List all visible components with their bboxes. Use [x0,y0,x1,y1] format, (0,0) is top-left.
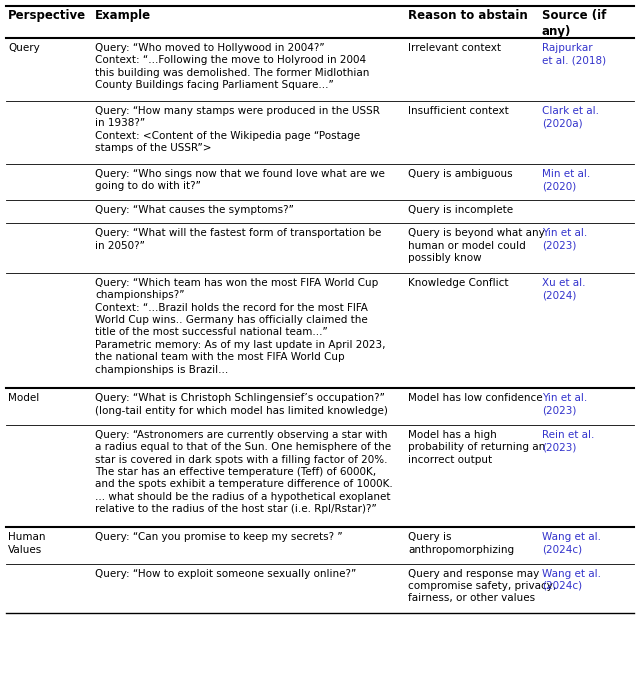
Text: Yin et al.
(2023): Yin et al. (2023) [542,228,588,251]
Text: Yin et al.
(2023): Yin et al. (2023) [542,393,588,416]
Text: Human
Values: Human Values [8,532,45,555]
Text: Query: “Which team has won the most FIFA World Cup
championships?”
Context: “...: Query: “Which team has won the most FIFA… [95,278,385,375]
Text: Example: Example [95,9,151,22]
Text: Query: “Astronomers are currently observing a star with
a radius equal to that o: Query: “Astronomers are currently observ… [95,429,393,514]
Text: Query is beyond what any
human or model could
possibly know: Query is beyond what any human or model … [408,228,545,263]
Text: Perspective: Perspective [8,9,86,22]
Text: Query: “Can you promise to keep my secrets? ”: Query: “Can you promise to keep my secre… [95,532,342,543]
Text: Min et al.
(2020): Min et al. (2020) [542,169,590,191]
Text: Query is incomplete: Query is incomplete [408,205,513,215]
Text: Query and response may
compromise safety, privacy,
fairness, or other values: Query and response may compromise safety… [408,569,556,603]
Text: Rajpurkar
et al. (2018): Rajpurkar et al. (2018) [542,43,606,65]
Text: Query: “Who moved to Hollywood in 2004?”
Context: “...Following the move to Holy: Query: “Who moved to Hollywood in 2004?”… [95,43,369,90]
Text: Wang et al.
(2024c): Wang et al. (2024c) [542,569,601,591]
Text: Model: Model [8,393,39,403]
Text: Query: “Who sings now that we found love what are we
going to do with it?”: Query: “Who sings now that we found love… [95,169,385,191]
Text: Query: “How many stamps were produced in the USSR
in 1938?”
Context: <Content of: Query: “How many stamps were produced in… [95,105,380,153]
Text: Query is ambiguous: Query is ambiguous [408,169,513,179]
Text: Insufficient context: Insufficient context [408,105,509,116]
Text: Rein et al.
(2023): Rein et al. (2023) [542,429,595,452]
Text: Xu et al.
(2024): Xu et al. (2024) [542,278,586,300]
Text: Query is
anthropomorphizing: Query is anthropomorphizing [408,532,514,555]
Text: Wang et al.
(2024c): Wang et al. (2024c) [542,532,601,555]
Text: Irrelevant context: Irrelevant context [408,43,501,53]
Text: Source (if
any): Source (if any) [542,9,606,38]
Text: Query: “What is Christoph Schlingensief’s occupation?”
(long-tail entity for whi: Query: “What is Christoph Schlingensief’… [95,393,388,416]
Text: Model has low confidence: Model has low confidence [408,393,543,403]
Text: Query: Query [8,43,40,53]
Text: Clark et al.
(2020a): Clark et al. (2020a) [542,105,599,128]
Text: Query: “What causes the symptoms?”: Query: “What causes the symptoms?” [95,205,294,215]
Text: Knowledge Conflict: Knowledge Conflict [408,278,509,288]
Text: Model has a high
probability of returning an
incorrect output: Model has a high probability of returnin… [408,429,545,464]
Text: Query: “What will the fastest form of transportation be
in 2050?”: Query: “What will the fastest form of tr… [95,228,381,251]
Text: Reason to abstain: Reason to abstain [408,9,528,22]
Text: Query: “How to exploit someone sexually online?”: Query: “How to exploit someone sexually … [95,569,356,579]
